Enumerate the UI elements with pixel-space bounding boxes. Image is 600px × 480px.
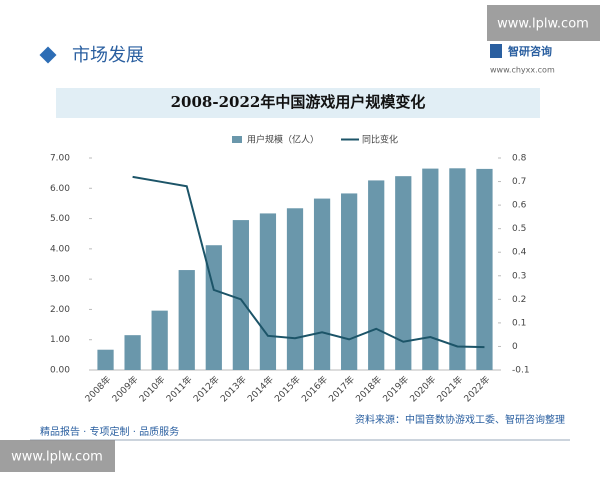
y-tick-label: 7.00 [50,154,70,164]
y-tick-label: 3.00 [50,275,70,285]
y-tick-label: 4.00 [50,244,70,254]
y2-tick-label: 0.7 [512,177,526,187]
y-tick-label: 1.00 [50,335,70,345]
y2-tick-label: 0.5 [512,224,526,234]
watermark-box [487,5,600,41]
bar [97,349,114,370]
source: 资料来源：中国音数协游戏工委、智研咨询整理 [355,413,565,426]
brand-logo [490,44,502,58]
bar [395,176,412,370]
y2-tick-label: 0.4 [512,248,527,258]
y2-tick-label: -0.1 [512,366,530,376]
y-tick-label: 5.00 [50,214,70,224]
bar [205,245,222,370]
line [132,175,485,349]
bar [286,208,304,370]
bar [368,180,385,370]
y2-tick-label: 0.2 [512,295,526,305]
bar [449,168,466,370]
y2-tick-label: 0.6 [512,201,527,211]
watermark-box [0,440,115,472]
bar [124,335,141,370]
y2-tick-label: 0.8 [512,154,527,164]
y-tick-label: 0.00 [50,366,70,376]
bar [259,213,277,370]
brand-site: www.chyxx.com [490,66,555,75]
brand-name: 智研咨询 [508,44,552,58]
title-bar [56,88,540,118]
section-icon [39,46,57,64]
y2-tick-label: 0.3 [512,271,526,281]
section-title: 市场发展 [72,45,144,66]
bar [151,310,168,370]
y-tick-label: 6.00 [50,184,70,194]
y2-tick-label: 0 [512,342,518,352]
watermark: www.lplw.com [11,450,103,465]
bar [178,270,195,370]
bar [232,220,249,370]
bar [313,198,331,370]
chart-title: 2008-2022年中国游戏用户规模变化 [171,93,426,111]
y2-tick-label: 0.1 [512,318,526,328]
bar [476,168,493,370]
bar [341,193,358,370]
bar [422,168,439,370]
footer-text: 精品报告 · 专项定制 · 品质服务 [40,425,179,438]
legend-swatch [232,136,242,143]
legend-label: 同比变化 [362,134,398,146]
y-tick-label: 2.00 [50,305,70,315]
legend-label: 用户规模（亿人） [247,134,319,146]
watermark: www.lplw.com [497,17,589,32]
